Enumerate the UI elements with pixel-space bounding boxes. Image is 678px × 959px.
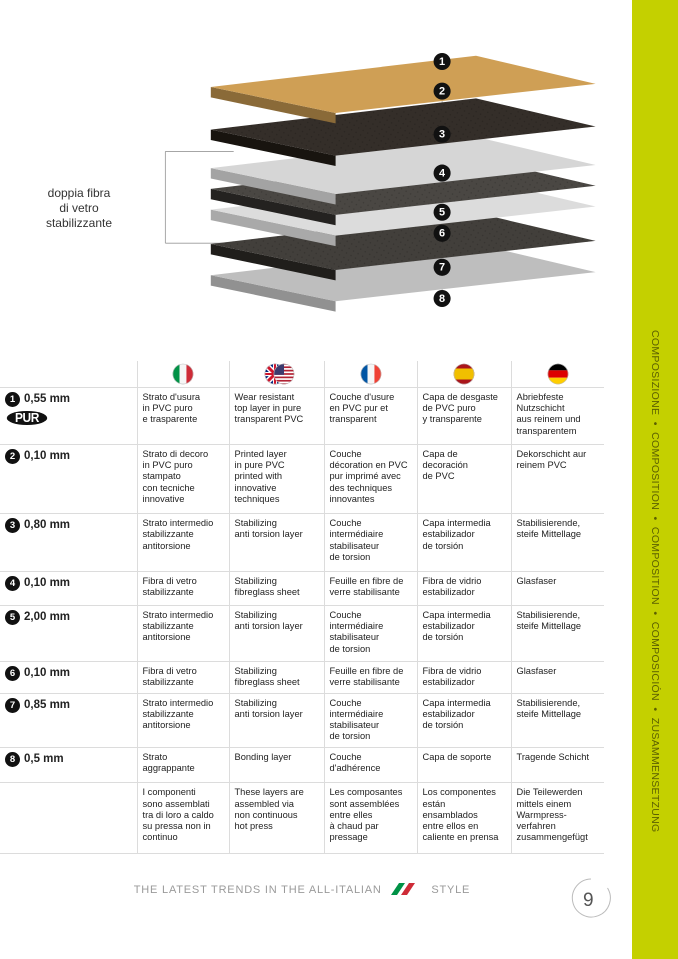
svg-text:8: 8 (439, 293, 445, 305)
svg-text:7: 7 (439, 262, 445, 274)
svg-text:6: 6 (439, 228, 445, 240)
svg-text:1: 1 (439, 56, 445, 68)
svg-text:5: 5 (439, 207, 445, 219)
svg-text:4: 4 (439, 168, 445, 180)
svg-text:2: 2 (439, 86, 445, 98)
svg-text:9: 9 (583, 890, 594, 911)
svg-text:3: 3 (439, 129, 445, 141)
